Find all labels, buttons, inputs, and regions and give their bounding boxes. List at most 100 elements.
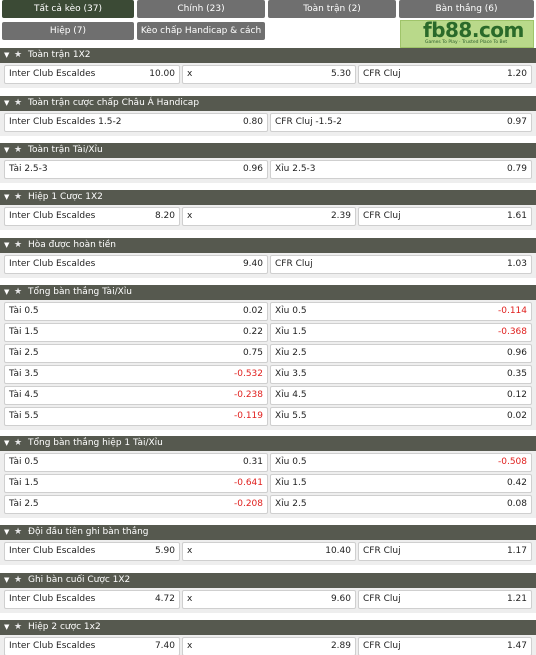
odds-cell[interactable]: CFR Cluj 1.21 [358,590,532,609]
odds-selection-label: Inter Club Escaldes [9,259,96,269]
odds-cell[interactable]: Tài 0.5 0.31 [4,453,268,472]
section-title: Tổng bàn thắng Tài/Xỉu [28,287,132,297]
odds-cell[interactable]: Inter Club Escaldes 1.5-2 0.80 [4,113,268,132]
odds-value: -0.119 [233,411,263,421]
favorite-star-icon[interactable]: ★ [14,622,23,632]
section-header-hiep-1-cuoc-1x2[interactable]: ▼ ★ Hiệp 1 Cược 1X2 [0,190,536,205]
odds-cell[interactable]: Tài 2.5 0.75 [4,344,268,363]
section-header-hoa-duoc-hoan-tien[interactable]: ▼ ★ Hòa được hoàn tiền [0,238,536,253]
odds-value: 0.79 [506,164,527,174]
odds-selection-label: Inter Club Escaldes [9,546,96,556]
tab-goals[interactable]: Bàn thắng (6) [399,0,534,18]
odds-cell[interactable]: CFR Cluj 1.61 [358,207,532,226]
collapse-chevron-icon[interactable]: ▼ [4,99,10,107]
odds-selection-label: CFR Cluj [363,69,401,79]
section-title: Hiệp 1 Cược 1X2 [28,192,103,202]
odds-cell[interactable]: Tài 5.5 -0.119 [4,407,268,426]
odds-cell[interactable]: Inter Club Escaldes 10.00 [4,65,180,84]
collapse-chevron-icon[interactable]: ▼ [4,623,10,631]
collapse-chevron-icon[interactable]: ▼ [4,51,10,59]
odds-cell[interactable]: x 5.30 [182,65,356,84]
odds-value: 0.97 [506,117,527,127]
odds-cell[interactable]: CFR Cluj 1.47 [358,637,532,655]
odds-cell[interactable]: x 2.39 [182,207,356,226]
collapse-chevron-icon[interactable]: ▼ [4,439,10,447]
odds-selection-label: Tài 2.5 [9,499,39,509]
odds-value: 1.03 [506,259,527,269]
favorite-star-icon[interactable]: ★ [14,438,23,448]
odds-value: 1.17 [506,546,527,556]
favorite-star-icon[interactable]: ★ [14,145,23,155]
odds-selection-label: Xỉu 1.5 [275,478,307,488]
favorite-star-icon[interactable]: ★ [14,575,23,585]
odds-cell[interactable]: Tài 1.5 -0.641 [4,474,268,493]
odds-cell[interactable]: Tài 3.5 -0.532 [4,365,268,384]
odds-cell[interactable]: Inter Club Escaldes 4.72 [4,590,180,609]
section-header-tong-ban-thang-tai-xiu[interactable]: ▼ ★ Tổng bàn thắng Tài/Xỉu [0,285,536,300]
favorite-star-icon[interactable]: ★ [14,240,23,250]
favorite-star-icon[interactable]: ★ [14,287,23,297]
odds-cell[interactable]: Xỉu 3.5 0.35 [270,365,532,384]
odds-cell[interactable]: Xỉu 0.5 -0.114 [270,302,532,321]
odds-cell[interactable]: Xỉu 2.5-3 0.79 [270,160,532,179]
odds-cell[interactable]: Xỉu 1.5 0.42 [270,474,532,493]
odds-cell[interactable]: Tài 4.5 -0.238 [4,386,268,405]
tab-full-time[interactable]: Toàn trận (2) [268,0,396,18]
favorite-star-icon[interactable]: ★ [14,50,23,60]
tab-all-markets[interactable]: Tất cả kèo (37) [2,0,134,18]
odds-cell[interactable]: Tài 0.5 0.02 [4,302,268,321]
odds-cell[interactable]: Xỉu 5.5 0.02 [270,407,532,426]
odds-cell[interactable]: CFR Cluj 1.17 [358,542,532,561]
section-header-toan-tran-cuoc-chap-chau-a-handicap[interactable]: ▼ ★ Toàn trận cược chấp Châu Á Handicap [0,96,536,111]
collapse-chevron-icon[interactable]: ▼ [4,576,10,584]
tab-handicap[interactable]: Kèo chấp Handicap & cách biệt (1) [137,22,265,54]
odds-selection-label: x [187,546,193,556]
collapse-chevron-icon[interactable]: ▼ [4,241,10,249]
odds-cell[interactable]: x 9.60 [182,590,356,609]
section-title: Tổng bàn thắng hiệp 1 Tài/Xỉu [28,438,163,448]
section-title: Toàn trận cược chấp Châu Á Handicap [28,98,200,108]
section-header-ghi-ban-cuoi-cuoc-1x2[interactable]: ▼ ★ Ghi bàn cuối Cược 1X2 [0,573,536,588]
odds-cell[interactable]: x 10.40 [182,542,356,561]
odds-cell[interactable]: x 2.89 [182,637,356,655]
collapse-chevron-icon[interactable]: ▼ [4,288,10,296]
odds-cell[interactable]: Tài 2.5 -0.208 [4,495,268,514]
odds-cell[interactable]: Xỉu 4.5 0.12 [270,386,532,405]
odds-value: 0.31 [242,457,263,467]
odds-cell[interactable]: CFR Cluj 1.03 [270,255,532,274]
odds-cell[interactable]: Inter Club Escaldes 9.40 [4,255,268,274]
odds-value: -0.114 [497,306,527,316]
favorite-star-icon[interactable]: ★ [14,527,23,537]
odds-cell[interactable]: Inter Club Escaldes 8.20 [4,207,180,226]
odds-selection-label: Xỉu 2.5 [275,348,307,358]
odds-row: Inter Club Escaldes 5.90 x 10.40 CFR Cluj 1.1… [0,542,536,562]
odds-selection-label: CFR Cluj -1.5-2 [275,117,342,127]
section-header-doi-dau-tien-ghi-ban-thang[interactable]: ▼ ★ Đội đầu tiên ghi bàn thắng [0,525,536,540]
odds-cell[interactable]: Xỉu 1.5 -0.368 [270,323,532,342]
odds-cell[interactable]: Xỉu 0.5 -0.508 [270,453,532,472]
odds-cell[interactable]: Xỉu 2.5 0.96 [270,344,532,363]
odds-cell[interactable]: Tài 2.5-3 0.96 [4,160,268,179]
odds-selection-label: Inter Club Escaldes [9,211,96,221]
section-header-hiep-2-cuoc-1x2[interactable]: ▼ ★ Hiệp 2 cược 1x2 [0,620,536,635]
odds-cell[interactable]: Inter Club Escaldes 7.40 [4,637,180,655]
odds-cell[interactable]: Inter Club Escaldes 5.90 [4,542,180,561]
odds-cell[interactable]: Tài 1.5 0.22 [4,323,268,342]
odds-cell[interactable]: Xỉu 2.5 0.08 [270,495,532,514]
tab-main[interactable]: Chính (23) [137,0,265,18]
section-header-toan-tran-tai-xiu[interactable]: ▼ ★ Toàn trận Tài/Xỉu [0,143,536,158]
odds-cell[interactable]: CFR Cluj -1.5-2 0.97 [270,113,532,132]
section-header-tong-ban-thang-hiep-1-tai-xiu[interactable]: ▼ ★ Tổng bàn thắng hiệp 1 Tài/Xỉu [0,436,536,451]
section-header-toan-tran-1x2[interactable]: ▼ ★ Toàn trận 1X2 [0,48,536,63]
collapse-chevron-icon[interactable]: ▼ [4,193,10,201]
favorite-star-icon[interactable]: ★ [14,192,23,202]
collapse-chevron-icon[interactable]: ▼ [4,146,10,154]
collapse-chevron-icon[interactable]: ▼ [4,528,10,536]
favorite-star-icon[interactable]: ★ [14,98,23,108]
odds-value: 0.12 [506,390,527,400]
odds-value: 1.20 [506,69,527,79]
odds-cell[interactable]: CFR Cluj 1.20 [358,65,532,84]
odds-selection-label: Tài 3.5 [9,369,39,379]
section-title: Toàn trận 1X2 [28,50,91,60]
tab-half[interactable]: Hiệp (7) [2,22,134,40]
